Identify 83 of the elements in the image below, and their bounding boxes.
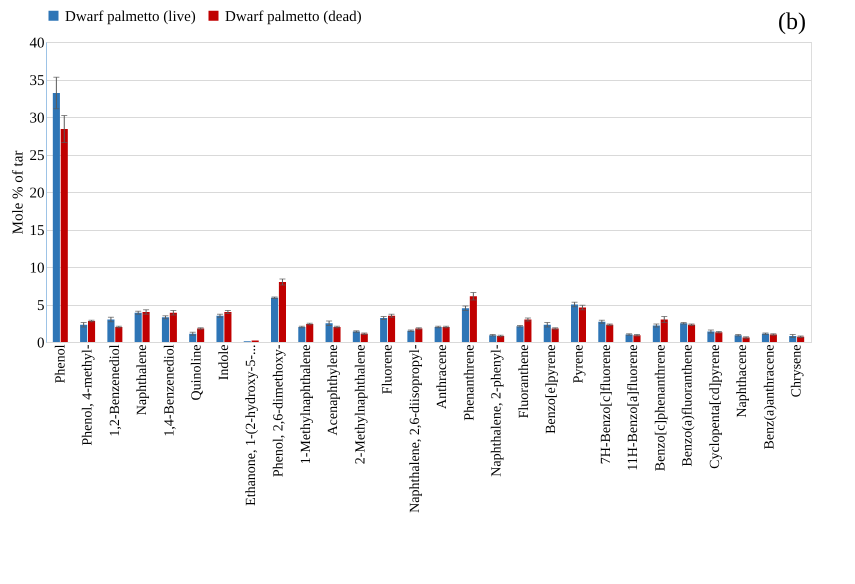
x-tick-label: Phenanthrene xyxy=(462,344,478,421)
x-tick-label: Fluorene xyxy=(380,344,396,394)
bar xyxy=(578,308,586,342)
x-tick-label: 1,2-Benzenediol xyxy=(108,344,123,437)
bar xyxy=(715,332,722,342)
x-tick-label: Naphthalene xyxy=(135,344,150,416)
bar xyxy=(660,320,668,342)
bar xyxy=(80,324,88,342)
x-tick-label: 1,4-Benzenediol xyxy=(162,344,178,437)
x-tick-label: Phenol, 4-methyl- xyxy=(80,344,96,446)
bar xyxy=(652,326,660,342)
bar xyxy=(598,322,606,342)
bar xyxy=(680,323,688,342)
y-tick-label: 10 xyxy=(30,260,44,276)
x-tick-label: Chrysene xyxy=(790,344,805,398)
bar xyxy=(352,332,360,342)
bar xyxy=(278,282,286,342)
x-tick-label: Naphthacene xyxy=(735,344,750,418)
x-tick-label: Ethanone, 1-(2-hydroxy-5-... xyxy=(244,344,260,506)
x-tick-label: Phenol, 2,6-dimethoxy- xyxy=(272,344,286,478)
bar xyxy=(524,320,532,342)
bar xyxy=(216,316,224,342)
bar xyxy=(333,327,341,342)
y-axis-title: Mole % of tar xyxy=(10,150,26,234)
bar xyxy=(688,324,696,342)
bar xyxy=(470,296,477,342)
x-tick-label: Indole xyxy=(216,344,232,380)
x-tick-label: 7H-Benzo[c]fluorene xyxy=(598,344,614,464)
bar xyxy=(434,327,442,342)
bar xyxy=(60,129,68,342)
y-tick-label: 20 xyxy=(30,186,44,202)
x-tick-label: Fluoranthene xyxy=(516,344,532,418)
bar xyxy=(298,327,306,342)
bar xyxy=(115,327,122,342)
y-tick-label: 40 xyxy=(30,36,44,52)
bar xyxy=(707,332,714,342)
x-tick-label: Benzo[e]pyrene xyxy=(544,344,560,434)
x-tick-label: Anthracene xyxy=(435,344,450,410)
bar xyxy=(170,312,177,342)
bar xyxy=(516,326,524,342)
y-tick-label: 25 xyxy=(30,148,44,164)
x-tick-label: Acenaphthylene xyxy=(326,344,342,436)
y-tick-label: 30 xyxy=(30,110,44,126)
bar xyxy=(88,321,96,342)
bar xyxy=(606,324,614,342)
x-tick-label: Pyrene xyxy=(572,344,586,384)
x-tick-label: Benzo[c]phenanthrene xyxy=(653,344,668,472)
x-tick-label: 2-Methylnaphthalene xyxy=(353,344,368,464)
bar xyxy=(388,316,396,342)
bar xyxy=(415,328,422,342)
bar xyxy=(197,328,204,342)
bar xyxy=(326,323,333,342)
x-tick-label: Benz(a)anthracene xyxy=(762,344,778,450)
bar xyxy=(134,312,142,342)
bar xyxy=(271,298,278,342)
legend-label: Dwarf palmetto (dead) xyxy=(225,8,362,25)
y-tick-label: 15 xyxy=(30,223,44,239)
bar xyxy=(142,312,150,342)
bar xyxy=(52,93,60,342)
x-tick-label: Naphthalene, 2-phenyl- xyxy=(490,344,505,477)
bar xyxy=(462,308,470,342)
x-tick-label: Cyclopenta[cd]pyrene xyxy=(708,344,723,469)
bar xyxy=(306,324,314,342)
x-tick-label: Quinoline xyxy=(190,344,205,400)
y-tick-label: 5 xyxy=(37,298,44,314)
bar xyxy=(552,328,559,342)
bar xyxy=(544,324,551,342)
y-tick-label: 35 xyxy=(30,73,44,89)
bar xyxy=(162,317,170,342)
x-tick-label: Phenol xyxy=(53,344,68,384)
legend-label: Dwarf palmetto (live) xyxy=(65,8,196,25)
bar xyxy=(380,318,388,342)
x-tick-label: 11H-Benzo[a]fluorene xyxy=(626,344,642,471)
bar xyxy=(407,330,414,342)
bar xyxy=(107,320,114,342)
x-tick-label: 1-Methylnaphthalene xyxy=(298,344,314,464)
bar xyxy=(224,312,232,342)
x-tick-label: Benzo(a)fluoranthene xyxy=(680,344,696,467)
x-tick-label: Naphthalene, 2,6-diisopropyl- xyxy=(408,344,423,513)
bar xyxy=(442,327,450,342)
y-tick-label: 0 xyxy=(37,336,44,352)
bar xyxy=(571,304,578,342)
text: (b) xyxy=(778,9,806,35)
